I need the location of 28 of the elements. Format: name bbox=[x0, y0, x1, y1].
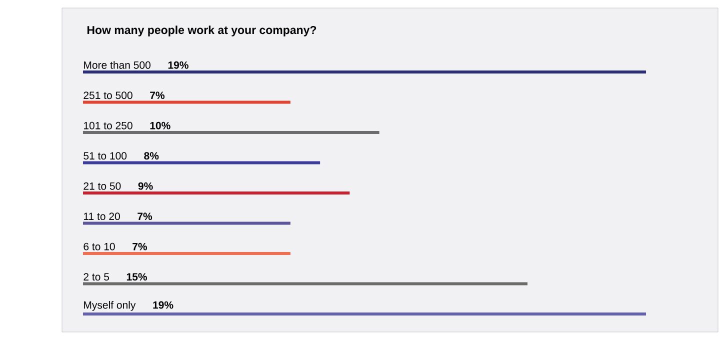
bar bbox=[83, 131, 380, 134]
y-tick-label: 11 to 20 bbox=[84, 212, 120, 220]
data-label: 7% bbox=[150, 92, 165, 100]
bar bbox=[83, 252, 290, 256]
bar bbox=[83, 192, 350, 195]
data-label: 19% bbox=[153, 301, 174, 309]
chart-title: How many people work at your company? bbox=[87, 26, 316, 36]
data-label: 15% bbox=[126, 273, 147, 281]
y-tick-label: More than 500 bbox=[84, 61, 150, 69]
data-label: 8% bbox=[144, 152, 159, 160]
y-tick-label: 101 to 250 bbox=[84, 122, 132, 130]
bar bbox=[83, 100, 290, 104]
bar bbox=[83, 222, 290, 225]
data-label: 10% bbox=[150, 122, 170, 130]
bar bbox=[83, 70, 646, 74]
y-tick-label: 2 to 5 bbox=[84, 273, 110, 281]
data-label: 9% bbox=[138, 182, 153, 190]
y-tick-label: 6 to 10 bbox=[84, 242, 115, 250]
bar bbox=[83, 282, 528, 286]
bar bbox=[83, 161, 320, 164]
y-tick-label: 251 to 500 bbox=[84, 92, 132, 100]
data-label: 7% bbox=[138, 212, 152, 220]
bar bbox=[83, 312, 646, 316]
y-tick-label: Myself only bbox=[84, 301, 136, 311]
data-label: 7% bbox=[132, 242, 147, 250]
y-tick-label: 21 to 50 bbox=[84, 182, 121, 190]
y-tick-label: 51 to 100 bbox=[84, 152, 127, 160]
data-label: 19% bbox=[168, 61, 188, 69]
